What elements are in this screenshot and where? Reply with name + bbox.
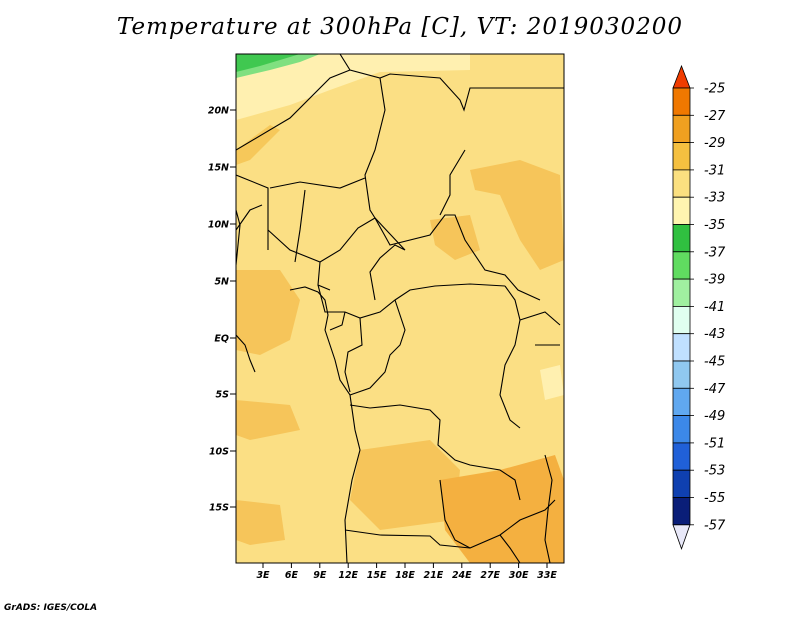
colorbar-swatch <box>672 114 691 144</box>
colorbar-label: -43 <box>704 327 725 342</box>
colorbar-label: -39 <box>704 273 725 288</box>
temperature-field <box>236 54 564 563</box>
lon-label: 33E <box>537 570 557 581</box>
colorbar-swatch <box>672 442 691 471</box>
colorbar-label: -57 <box>704 518 726 533</box>
map-frame <box>235 53 565 564</box>
colorbar-swatch <box>672 305 691 335</box>
colorbar-swatch <box>672 469 691 498</box>
lat-label: 5N <box>214 277 229 288</box>
latitude-ticks <box>230 109 236 508</box>
lon-label: 6E <box>285 570 299 581</box>
colorbar-top-arrow <box>672 64 691 89</box>
colorbar-label: -47 <box>704 382 726 397</box>
lon-label: 9E <box>313 570 327 581</box>
colorbar-swatch <box>672 87 691 116</box>
colorbar-label: -51 <box>704 436 725 451</box>
colorbar-label: -45 <box>704 355 725 370</box>
colorbar-swatch <box>672 415 691 444</box>
colorbar-swatch <box>672 497 691 526</box>
colorbar-label: -27 <box>704 109 726 124</box>
latitude-labels: 20N 15N 10N 5N EQ 5S 10S 15S <box>208 106 229 514</box>
colorbar-label: -29 <box>704 136 725 151</box>
lon-label: 12E <box>338 570 358 581</box>
colorbar-label: -41 <box>704 300 725 315</box>
lon-label: 30E <box>509 570 529 581</box>
lon-label: 27E <box>480 570 500 581</box>
lat-label: 15N <box>208 163 229 174</box>
colorbar-label: -37 <box>704 245 726 260</box>
colorbar-label: -55 <box>704 491 725 506</box>
longitude-ticks <box>262 563 548 568</box>
colorbar-label: -49 <box>704 409 725 424</box>
colorbar-swatch <box>672 278 691 307</box>
colorbar: -25 -27 -29 -31 -33 -35 -37 -39 -41 -43 -45 -47 -49 -… <box>672 64 726 550</box>
lat-label: 10S <box>209 447 229 458</box>
colorbar-bottom-arrow <box>672 524 691 550</box>
colorbar-swatch <box>672 360 691 389</box>
lon-label: 18E <box>395 570 415 581</box>
colorbar-swatch <box>672 224 691 253</box>
map-title: Temperature at 300hPa [C], VT: 201903020… <box>116 14 684 40</box>
lon-label: 3E <box>256 570 270 581</box>
country-borders <box>236 54 564 563</box>
colorbar-label: -53 <box>704 464 725 479</box>
colorbar-swatch <box>672 333 691 362</box>
lat-label: 10N <box>208 220 229 231</box>
colorbar-swatch <box>672 251 691 280</box>
colorbar-swatch <box>672 142 691 171</box>
colorbar-swatch <box>672 387 691 416</box>
colorbar-label: -33 <box>704 191 725 206</box>
lat-label: EQ <box>214 334 229 345</box>
lat-label: 20N <box>208 106 229 117</box>
coastline <box>236 209 356 431</box>
lon-label: 24E <box>452 570 472 581</box>
lat-label: 15S <box>209 503 229 514</box>
colorbar-label: -31 <box>704 163 725 178</box>
lon-label: 21E <box>424 570 444 581</box>
lon-label: 15E <box>367 570 387 581</box>
colorbar-swatch <box>672 169 691 198</box>
grads-credit: GrADS: IGES/COLA <box>4 603 98 613</box>
longitude-labels: 3E 6E 9E 12E 15E 18E 21E 24E 27E 30E 33E <box>256 570 557 581</box>
colorbar-swatch <box>672 196 691 225</box>
colorbar-label: -35 <box>704 218 725 233</box>
colorbar-label: -25 <box>704 82 725 97</box>
lat-label: 5S <box>216 390 230 401</box>
